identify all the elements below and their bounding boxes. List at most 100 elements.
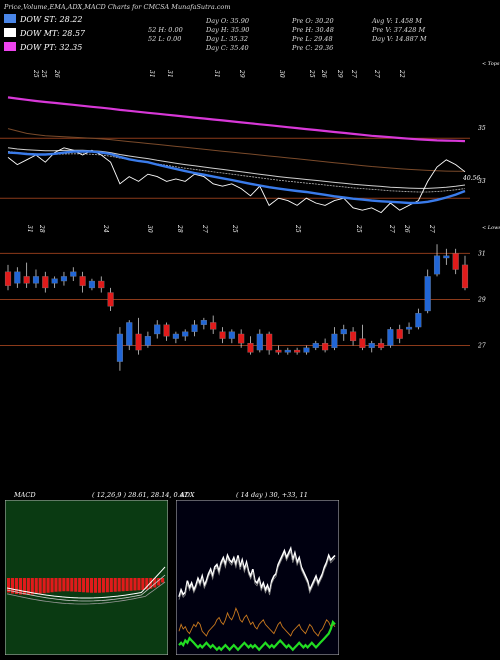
- candle-body: [294, 349, 301, 353]
- candle-body: [331, 333, 338, 348]
- macd-hist-bar: [153, 578, 157, 588]
- macd-hist-bar: [109, 578, 113, 592]
- stat-2-1: Pre L: 29.48: [292, 35, 333, 43]
- macd-hist-bar: [22, 578, 26, 595]
- top-date-label: 22: [398, 69, 405, 78]
- adx-main-line: [178, 545, 336, 598]
- bottom-date-label: 31: [26, 225, 33, 233]
- legend-label: DOW PT: 32.35: [20, 43, 83, 52]
- ema-axis-label: 35: [478, 125, 486, 132]
- candle-body: [322, 343, 329, 351]
- macd-hist-bar: [38, 578, 42, 594]
- candle-body: [200, 320, 207, 325]
- candle-body: [452, 253, 459, 270]
- macd-hist-bar: [50, 578, 54, 593]
- ema-axis-label: 33: [478, 178, 486, 185]
- bottom-date-label: 27: [428, 224, 435, 233]
- top-date-label: 30: [278, 70, 285, 78]
- legend-item: DOW MT: 28.57: [4, 28, 85, 38]
- macd-hist-bar: [34, 578, 38, 594]
- candle-body: [368, 343, 375, 348]
- stat-hl-0: 52 H: 0.00: [148, 26, 183, 34]
- candle-body: [303, 347, 310, 353]
- macd-hist-bar: [125, 578, 129, 591]
- candle-body: [135, 333, 142, 351]
- candle-body: [51, 278, 58, 284]
- chart-title: Price,Volume,EMA,ADX,MACD Charts for CMC…: [4, 3, 231, 11]
- legend-swatch: [4, 28, 16, 37]
- macd-hist-bar: [133, 578, 137, 591]
- candle-body: [98, 280, 105, 289]
- bottom-date-label: 25: [355, 224, 362, 233]
- adx-minus-di-line: [178, 619, 336, 652]
- macd-background: [5, 500, 168, 655]
- candle-body: [14, 271, 21, 284]
- candle-body: [433, 255, 441, 275]
- stat-hl-1: 52 L: 0.00: [148, 35, 182, 43]
- candle-body: [172, 333, 179, 339]
- adx-plus-di-line: [178, 607, 336, 637]
- macd-hist-bar: [86, 578, 90, 593]
- macd-params: ( 12,26,9 ) 28.61, 28.14, 0.47: [92, 491, 189, 499]
- bottom-date-label: 26: [403, 224, 410, 233]
- price-axis-label: 29: [477, 296, 486, 303]
- candle-body: [23, 276, 30, 284]
- macd-hist-bar: [82, 578, 86, 593]
- bottom-date-label: 27: [388, 224, 395, 233]
- macd-hist-bar: [149, 578, 153, 589]
- top-date-label: 26: [53, 69, 60, 78]
- macd-hist-bar: [14, 578, 19, 594]
- macd-hist-bar: [93, 578, 98, 593]
- close-line: [7, 147, 466, 214]
- macd-hist-bar: [78, 578, 82, 592]
- candle-body: [378, 343, 385, 348]
- candle-body: [424, 276, 431, 312]
- price-axis-label: 27: [477, 342, 486, 349]
- macd-hist-bar: [10, 578, 15, 594]
- macd-hist-bar: [101, 578, 105, 593]
- stat-3-0: Day C: 35.40: [206, 44, 249, 52]
- macd-hist-bar: [141, 578, 145, 590]
- adx-params: ( 14 day ) 30, +33, 11: [236, 491, 308, 499]
- top-date-label: 25: [32, 69, 39, 78]
- candle-body: [312, 343, 319, 348]
- candle-body: [79, 276, 86, 286]
- macd-chart: [5, 500, 168, 655]
- macd-hist-bar: [129, 578, 133, 591]
- candle-body: [144, 336, 151, 346]
- macd-hist-bar: [18, 578, 23, 595]
- ema-st-line: [7, 150, 466, 205]
- candle-body: [461, 264, 469, 289]
- bottom-date-label: 28: [176, 224, 183, 233]
- candle-body: [247, 343, 254, 353]
- top-label: < Tops: [482, 61, 500, 67]
- macd-hist-bar: [30, 578, 34, 595]
- macd-hist-bar: [113, 578, 117, 592]
- top-date-label: 31: [148, 70, 155, 78]
- candle-body: [70, 271, 77, 277]
- macd-line-3: [6, 581, 166, 605]
- candle-body: [443, 255, 450, 259]
- top-date-label: 29: [336, 69, 343, 78]
- macd-hist-bar: [70, 578, 74, 592]
- macd-hist-bar: [66, 578, 70, 592]
- top-date-label: 31: [213, 70, 220, 78]
- candle-body: [387, 329, 394, 346]
- stat-1-2: Pre V: 37.428 M: [372, 26, 426, 34]
- legend-swatch: [4, 14, 16, 23]
- candle-body: [4, 271, 12, 286]
- price-axis-label: 31: [478, 250, 486, 257]
- macd-hist-bar: [157, 578, 161, 586]
- macd-hist-bar: [58, 578, 62, 592]
- stat-2-2: Day V: 14.887 M: [372, 35, 427, 43]
- stat-0-0: Day O: 35.90: [206, 17, 250, 25]
- macd-hist-bar: [161, 578, 165, 583]
- bottom-date-label: 24: [102, 224, 109, 233]
- ema-axis-label: 40.56: [462, 175, 480, 182]
- candle-body: [154, 324, 161, 335]
- candle-body: [210, 322, 217, 330]
- bottom-label: < Lows: [482, 225, 500, 231]
- top-date-label: 26: [320, 69, 327, 78]
- candle-body: [191, 324, 198, 332]
- top-date-label: 25: [308, 69, 315, 78]
